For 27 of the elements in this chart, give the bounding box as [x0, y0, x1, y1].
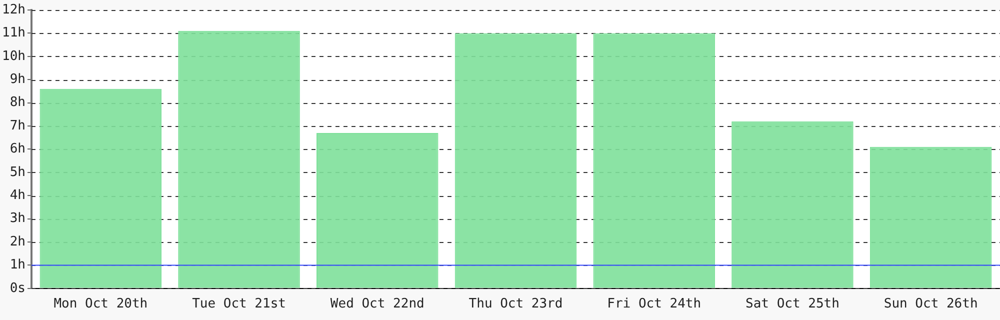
y-tick-label: 7h [10, 118, 26, 134]
bar [40, 88, 162, 288]
y-tick-label: 8h [10, 95, 26, 110]
x-tick-label: Fri Oct 24th [607, 296, 702, 312]
bar [732, 121, 854, 288]
y-tick-label: 9h [10, 72, 26, 87]
x-tick-label: Tue Oct 21st [192, 296, 286, 312]
bar [870, 146, 992, 288]
y-tick-label: 1h [10, 258, 26, 273]
y-tick-label: 2h [10, 234, 26, 250]
y-tick-label: 10h [2, 48, 26, 64]
x-tick-label: Mon Oct 20th [54, 296, 148, 312]
y-tick-label: 4h [10, 188, 26, 203]
y-tick-label: 6h [10, 142, 26, 157]
y-tick-label: 0s [10, 280, 26, 296]
bar [316, 132, 438, 288]
x-tick-label: Sun Oct 26th [884, 296, 978, 312]
y-tick-label: 12h [2, 2, 26, 18]
y-tick-label: 3h [10, 211, 26, 226]
x-tick-label: Wed Oct 22nd [330, 296, 424, 312]
x-tick-label: Thu Oct 23rd [468, 296, 563, 312]
x-tick-label: Sat Oct 25th [746, 296, 840, 312]
bar [593, 33, 715, 288]
y-tick-label: 11h [2, 26, 26, 41]
bar [178, 30, 300, 288]
bar [454, 33, 577, 288]
y-tick-label: 5h [10, 164, 26, 180]
